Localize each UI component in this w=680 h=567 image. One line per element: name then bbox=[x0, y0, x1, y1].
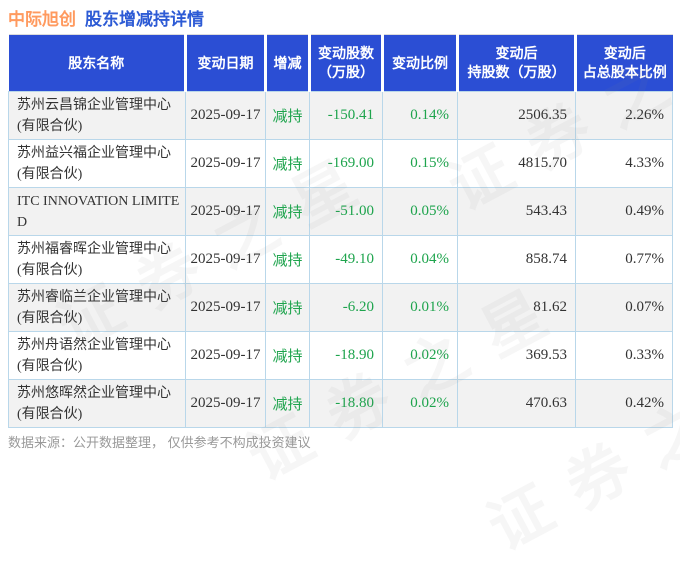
shares-after: 4815.70 bbox=[457, 139, 576, 188]
shareholder-name: 苏州益兴福企业管理中心(有限合伙) bbox=[8, 139, 186, 188]
ratio-after: 4.33% bbox=[575, 139, 673, 188]
change-ratio: 0.15% bbox=[382, 139, 458, 188]
shareholder-change-table: 股东名称 变动日期 增减 变动股数 （万股） 变动比例 变动后 持股数（万股） … bbox=[8, 34, 673, 428]
ratio-after: 0.49% bbox=[575, 187, 673, 236]
col-header-ratio-after: 变动后 占总股本比例 bbox=[574, 34, 673, 92]
change-direction: 减持 bbox=[265, 235, 310, 284]
change-ratio: 0.05% bbox=[382, 187, 458, 236]
col-header-change-date: 变动日期 bbox=[184, 34, 266, 92]
change-direction: 减持 bbox=[265, 139, 310, 188]
change-date: 2025-09-17 bbox=[185, 139, 266, 188]
table-row: 苏州舟语然企业管理中心(有限合伙) 2025-09-17 减持 -18.90 0… bbox=[8, 331, 673, 380]
table-row: ITC INNOVATION LIMITED 2025-09-17 减持 -51… bbox=[8, 187, 673, 236]
change-ratio: 0.02% bbox=[382, 379, 458, 428]
change-direction: 减持 bbox=[265, 331, 310, 380]
change-direction: 减持 bbox=[265, 379, 310, 428]
change-ratio: 0.04% bbox=[382, 235, 458, 284]
shares-after: 470.63 bbox=[457, 379, 576, 428]
change-date: 2025-09-17 bbox=[185, 235, 266, 284]
change-direction: 减持 bbox=[265, 91, 310, 140]
shares-after: 2506.35 bbox=[457, 91, 576, 140]
col-header-change-ratio: 变动比例 bbox=[381, 34, 458, 92]
table-row: 苏州悠晖然企业管理中心(有限合伙) 2025-09-17 减持 -18.80 0… bbox=[8, 379, 673, 428]
change-shares: -18.90 bbox=[309, 331, 383, 380]
change-ratio: 0.01% bbox=[382, 283, 458, 332]
ratio-after: 0.33% bbox=[575, 331, 673, 380]
col-header-direction: 增减 bbox=[264, 34, 310, 92]
change-shares: -49.10 bbox=[309, 235, 383, 284]
change-date: 2025-09-17 bbox=[185, 187, 266, 236]
ratio-after: 0.07% bbox=[575, 283, 673, 332]
shareholder-name: 苏州福睿晖企业管理中心(有限合伙) bbox=[8, 235, 186, 284]
change-direction: 减持 bbox=[265, 187, 310, 236]
shareholder-name: 苏州舟语然企业管理中心(有限合伙) bbox=[8, 331, 186, 380]
change-shares: -51.00 bbox=[309, 187, 383, 236]
table-row: 苏州益兴福企业管理中心(有限合伙) 2025-09-17 减持 -169.00 … bbox=[8, 139, 673, 188]
table-row: 苏州睿临兰企业管理中心(有限合伙) 2025-09-17 减持 -6.20 0.… bbox=[8, 283, 673, 332]
shareholder-name: 苏州云昌锦企业管理中心(有限合伙) bbox=[8, 91, 186, 140]
shares-after: 369.53 bbox=[457, 331, 576, 380]
ratio-after: 0.77% bbox=[575, 235, 673, 284]
change-date: 2025-09-17 bbox=[185, 379, 266, 428]
page: 中际旭创 股东增减持详情 股东名称 变动日期 增减 变动股数 （万股） 变动比例 … bbox=[8, 5, 673, 450]
change-date: 2025-09-17 bbox=[185, 331, 266, 380]
table-row: 苏州福睿晖企业管理中心(有限合伙) 2025-09-17 减持 -49.10 0… bbox=[8, 235, 673, 284]
page-subtitle: 股东增减持详情 bbox=[85, 10, 204, 29]
col-header-change-shares: 变动股数 （万股） bbox=[308, 34, 383, 92]
col-header-shares-after: 变动后 持股数（万股） bbox=[456, 34, 576, 92]
shares-after: 81.62 bbox=[457, 283, 576, 332]
page-title: 中际旭创 股东增减持详情 bbox=[8, 5, 204, 30]
table-header: 股东名称 变动日期 增减 变动股数 （万股） 变动比例 变动后 持股数（万股） … bbox=[8, 34, 673, 92]
data-source-note: 数据来源：公开数据整理， 仅供参考不构成投资建议 bbox=[8, 435, 311, 450]
stock-name: 中际旭创 bbox=[8, 10, 76, 29]
change-ratio: 0.02% bbox=[382, 331, 458, 380]
shares-after: 858.74 bbox=[457, 235, 576, 284]
change-date: 2025-09-17 bbox=[185, 91, 266, 140]
change-ratio: 0.14% bbox=[382, 91, 458, 140]
change-direction: 减持 bbox=[265, 283, 310, 332]
col-header-shareholder-name: 股东名称 bbox=[8, 34, 186, 92]
shareholder-name: 苏州睿临兰企业管理中心(有限合伙) bbox=[8, 283, 186, 332]
shareholder-name: ITC INNOVATION LIMITED bbox=[8, 187, 186, 236]
shareholder-name: 苏州悠晖然企业管理中心(有限合伙) bbox=[8, 379, 186, 428]
table-row: 苏州云昌锦企业管理中心(有限合伙) 2025-09-17 减持 -150.41 … bbox=[8, 91, 673, 140]
change-shares: -18.80 bbox=[309, 379, 383, 428]
ratio-after: 2.26% bbox=[575, 91, 673, 140]
ratio-after: 0.42% bbox=[575, 379, 673, 428]
change-shares: -6.20 bbox=[309, 283, 383, 332]
shares-after: 543.43 bbox=[457, 187, 576, 236]
change-date: 2025-09-17 bbox=[185, 283, 266, 332]
change-shares: -150.41 bbox=[309, 91, 383, 140]
change-shares: -169.00 bbox=[309, 139, 383, 188]
